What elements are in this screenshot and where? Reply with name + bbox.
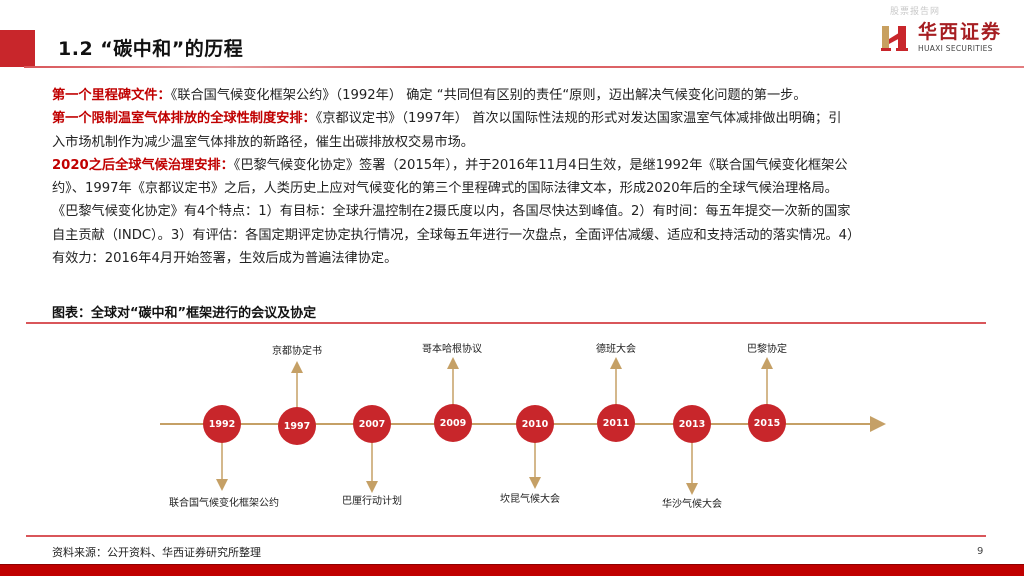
- chart-title-divider: [26, 322, 986, 324]
- page-number: 9: [977, 546, 984, 557]
- paragraph-line: 约》、1997年《京都议定书》之后，人类历史上应对气候变化的第三个里程碑式的国际…: [52, 181, 838, 197]
- huaxi-h-logo-icon: [880, 23, 910, 53]
- paragraph-label: 第一个里程碑文件：: [52, 88, 171, 103]
- chart-title: 图表：全球对“碳中和”框架进行的会议及协定: [52, 306, 317, 321]
- watermark: 股票报告网: [890, 7, 941, 17]
- paragraph-text: 《京都议定书》（1997年） 首次以国际性法规的形式对发达国家温室气体减排做出明…: [315, 111, 842, 127]
- paragraph-line: 入市场机制作为减少温室气体排放的新路径，催生出碳排放权交易市场。: [52, 134, 474, 150]
- event-label: 坎昆气候大会: [500, 494, 560, 505]
- page-title: 1.2 “碳中和”的历程: [58, 38, 244, 60]
- paragraph-line: 第一个里程碑文件：《联合国气候变化框架公约》（1992年） 确定 “共同但有区别…: [52, 84, 982, 107]
- title-divider: [24, 66, 1024, 68]
- bottom-bar: [0, 564, 1024, 576]
- timeline-node-1997: 1997: [278, 407, 316, 445]
- paragraph-line: 第一个限制温室气体排放的全球性制度安排：《京都议定书》（1997年） 首次以国际…: [52, 107, 982, 130]
- timeline-node-2011: 2011: [597, 404, 635, 442]
- timeline-node-2015: 2015: [748, 404, 786, 442]
- paragraph-label: 2020之后全球气候治理安排：: [52, 157, 234, 173]
- event-label: 联合国气候变化框架公约: [169, 498, 279, 509]
- event-label: 德班大会: [596, 344, 636, 355]
- timeline-node-1992: 1992: [203, 405, 241, 443]
- source-note: 资料来源：公开资料、华西证券研究所整理: [52, 546, 261, 559]
- event-label: 哥本哈根协议: [422, 344, 482, 355]
- logo-en-text: HUAXI SECURITIES: [918, 44, 993, 53]
- event-label: 京都协定书: [272, 346, 322, 357]
- body-text: 第一个里程碑文件：《联合国气候变化框架公约》（1992年） 确定 “共同但有区别…: [52, 84, 982, 270]
- timeline-node-2010: 2010: [516, 405, 554, 443]
- timeline-node-2009: 2009: [434, 404, 472, 442]
- paragraph-line: 有效力：2016年4月开始签署，生效后成为普遍法律协定。: [52, 251, 398, 267]
- paragraph-label: 第一个限制温室气体排放的全球性制度安排：: [52, 111, 316, 127]
- event-label: 巴厘行动计划: [342, 496, 402, 507]
- timeline-chart: 1992 1997 2007 2009 2010 2011 2013 2015 …: [0, 330, 1024, 530]
- paragraph-line: 《巴黎气候变化协定》有4个特点：1）有目标：全球升温控制在2摄氏度以内，各国尽快…: [52, 204, 851, 220]
- paragraph-line: 2020之后全球气候治理安排：《巴黎气候变化协定》签署（2015年），并于201…: [52, 154, 982, 177]
- company-logo: 华西证券 HUAXI SECURITIES: [880, 22, 1002, 53]
- footer-divider: [26, 535, 986, 537]
- event-label: 华沙气候大会: [662, 499, 722, 510]
- paragraph-text: 《联合国气候变化框架公约》（1992年） 确定 “共同但有区别的责任“原则，迈出…: [170, 88, 807, 103]
- paragraph-text: 《巴黎气候变化协定》签署（2015年），并于2016年11月4日生效，是继199…: [233, 157, 848, 173]
- logo-cn-text: 华西证券: [918, 21, 1003, 43]
- timeline-node-2007: 2007: [353, 405, 391, 443]
- timeline-node-2013: 2013: [673, 405, 711, 443]
- paragraph-line: 自主贡献（INDC）。3）有评估：各国定期评定协定执行情况，全球每五年进行一次盘…: [52, 227, 861, 243]
- event-label: 巴黎协定: [747, 344, 787, 355]
- title-accent-block: [0, 30, 35, 67]
